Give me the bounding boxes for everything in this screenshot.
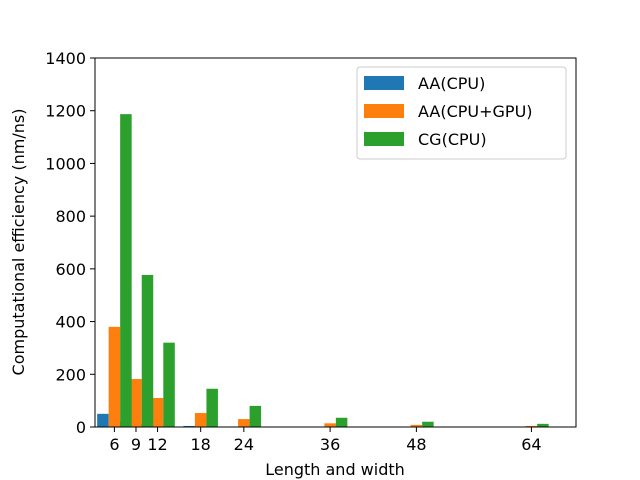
legend-swatch-aa-cpu (364, 76, 404, 90)
bar-cg-cpu-24 (249, 405, 262, 427)
y-tick-label: 1200 (45, 102, 86, 121)
bar-cg-cpu-36 (335, 417, 348, 427)
bar-aa-cpu-gpu-36 (324, 423, 336, 427)
bar-aa-cpu-gpu-24 (238, 419, 250, 427)
legend-label-cg-cpu: CG(CPU) (418, 130, 487, 149)
bar-cg-cpu-6 (120, 114, 132, 427)
bar-aa-cpu-gpu-12 (151, 398, 164, 427)
y-axis-ticks: 0 200 400 600 800 1000 1200 1400 (45, 49, 95, 437)
x-tick-label: 64 (521, 435, 541, 454)
bar-aa-cpu-gpu-64 (525, 425, 538, 427)
bar-cg-cpu-64 (537, 423, 549, 427)
y-tick-label: 1400 (45, 49, 86, 68)
y-tick-label: 200 (55, 365, 86, 384)
bar-cg-cpu-18 (206, 388, 218, 427)
legend: AA(CPU) AA(CPU+GPU) CG(CPU) (356, 66, 567, 160)
x-tick-label: 24 (234, 435, 254, 454)
bar-aa-cpu-18 (183, 425, 195, 427)
bar-aa-cpu-gpu-18 (194, 413, 207, 427)
bar-aa-cpu-gpu-48 (410, 424, 423, 427)
legend-frame (356, 66, 567, 160)
x-tick-label: 12 (147, 435, 167, 454)
legend-swatch-cg-cpu (364, 132, 404, 146)
y-tick-label: 400 (55, 313, 86, 332)
bar-cg-cpu-9 (141, 274, 154, 427)
x-axis-label: Length and width (265, 460, 405, 479)
y-tick-label: 800 (55, 207, 86, 226)
bar-cg-cpu-12 (163, 342, 175, 427)
y-tick-label: 1000 (45, 154, 86, 173)
x-tick-label: 9 (131, 435, 141, 454)
x-tick-label: 48 (406, 435, 426, 454)
bars-layer (97, 114, 549, 427)
bar-cg-cpu-48 (422, 421, 434, 427)
bar-aa-cpu-6 (97, 413, 109, 427)
bar-aa-cpu-gpu-9 (130, 379, 142, 427)
y-tick-label: 0 (76, 418, 86, 437)
legend-label-aa-cpu: AA(CPU) (418, 74, 485, 93)
plot-frame (94, 57, 577, 428)
x-axis-ticks: 6 9 12 18 24 36 48 64 (109, 427, 542, 454)
x-tick-label: 6 (109, 435, 119, 454)
bar-aa-cpu-gpu-6 (108, 326, 121, 427)
x-tick-label: 18 (191, 435, 211, 454)
y-axis-label: Computational efficiency (nm/ns) (9, 109, 28, 376)
y-tick-label: 600 (55, 260, 86, 279)
x-tick-label: 36 (320, 435, 340, 454)
legend-swatch-aa-cpu-gpu (364, 104, 404, 118)
legend-label-aa-cpu-gpu: AA(CPU+GPU) (418, 102, 533, 121)
